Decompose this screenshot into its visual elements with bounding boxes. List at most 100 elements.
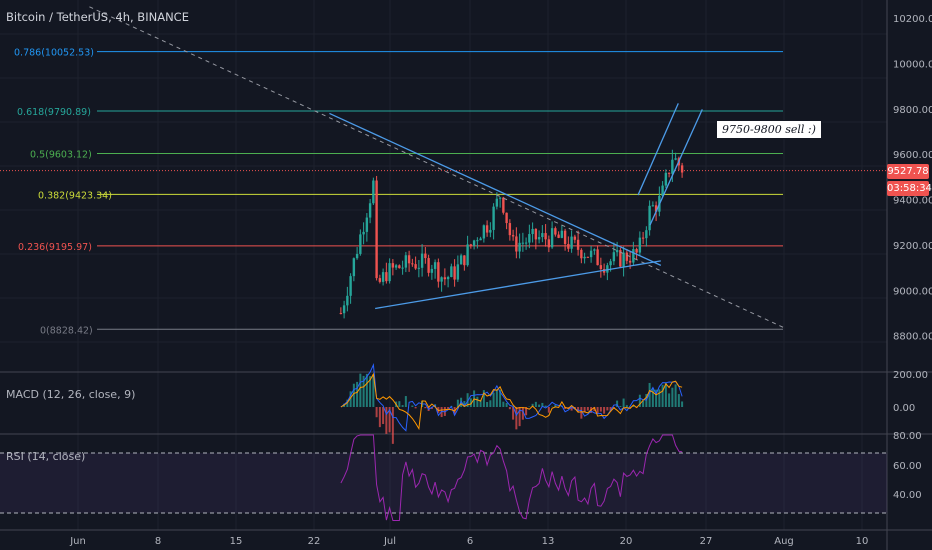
macd-bar bbox=[622, 398, 625, 407]
channel-upper-line bbox=[637, 103, 679, 196]
candle-body bbox=[404, 255, 408, 268]
macd-bar bbox=[499, 389, 502, 407]
candle-body bbox=[674, 158, 677, 160]
candle-body bbox=[583, 256, 586, 259]
macd-bar bbox=[404, 396, 407, 407]
macd-bar bbox=[648, 382, 651, 407]
macd-bar bbox=[469, 398, 472, 407]
candle-body bbox=[463, 255, 466, 266]
rsi-line bbox=[340, 434, 683, 521]
sell-annotation[interactable]: 9750-9800 sell :) bbox=[716, 120, 822, 139]
candle-body bbox=[440, 277, 443, 282]
candle-body bbox=[661, 185, 664, 196]
rsi-axis-tick: 60.00 bbox=[893, 461, 922, 472]
candle-body bbox=[531, 228, 534, 235]
macd-bar bbox=[508, 407, 511, 410]
candle-body bbox=[557, 234, 560, 238]
candle-body bbox=[472, 240, 476, 246]
macd-bar bbox=[632, 405, 635, 407]
candle-body bbox=[544, 233, 547, 240]
candle-body bbox=[446, 277, 450, 280]
candle-body bbox=[372, 180, 375, 204]
macd-histogram bbox=[343, 373, 684, 444]
candle-body bbox=[476, 240, 479, 242]
macd-line bbox=[340, 363, 683, 432]
macd-bar bbox=[541, 402, 544, 407]
macd-bar bbox=[577, 407, 580, 413]
candle-body bbox=[511, 235, 515, 237]
candle-body bbox=[593, 249, 596, 251]
candle-body bbox=[411, 263, 414, 265]
candle-body bbox=[515, 236, 518, 252]
candle-body bbox=[567, 243, 570, 249]
candle-body bbox=[456, 264, 460, 280]
macd-bar bbox=[655, 389, 658, 407]
macd-bar bbox=[593, 407, 596, 412]
candle-body bbox=[547, 239, 551, 248]
candle-body bbox=[391, 263, 395, 268]
candle-body bbox=[680, 165, 684, 173]
time-axis-tick: Aug bbox=[774, 536, 794, 547]
macd-bar bbox=[651, 388, 654, 407]
macd-label[interactable]: MACD (12, 26, close, 9) bbox=[6, 388, 136, 401]
candle-body bbox=[339, 313, 343, 315]
macd-bar bbox=[664, 382, 667, 407]
candle-body bbox=[560, 230, 564, 238]
macd-bar bbox=[586, 407, 589, 411]
candle-body bbox=[489, 229, 492, 233]
macd-bar bbox=[619, 405, 622, 407]
macd-bar bbox=[486, 401, 489, 407]
macd-bar bbox=[463, 401, 466, 407]
candle-body bbox=[573, 236, 577, 240]
candle-body bbox=[433, 262, 437, 269]
candle-body bbox=[388, 263, 391, 282]
fib-level-label: 0.236(9195.97) bbox=[18, 242, 92, 253]
candle-body bbox=[576, 239, 580, 250]
macd-bar bbox=[430, 407, 433, 410]
candle-body bbox=[443, 277, 447, 280]
time-axis-tick: 20 bbox=[620, 536, 633, 547]
candle-body bbox=[619, 250, 622, 267]
macd-axis-tick: 0.00 bbox=[893, 403, 915, 414]
candle-body bbox=[485, 225, 489, 233]
candle-body bbox=[359, 234, 362, 254]
rsi-band bbox=[0, 453, 887, 513]
macd-bar bbox=[658, 389, 661, 407]
macd-bar bbox=[492, 392, 495, 407]
time-axis-tick: 13 bbox=[542, 536, 555, 547]
candle-body bbox=[563, 230, 567, 244]
macd-bar bbox=[365, 373, 368, 407]
macd-bar bbox=[369, 376, 372, 407]
candle-body bbox=[349, 276, 352, 296]
candle-body bbox=[654, 205, 658, 212]
last-price-value: 9527.78 bbox=[887, 165, 929, 177]
macd-bar bbox=[378, 407, 381, 428]
candle-body bbox=[385, 272, 388, 282]
macd-bar bbox=[466, 393, 469, 407]
macd-bar bbox=[603, 407, 606, 414]
candle-body bbox=[346, 295, 349, 306]
candle-body bbox=[420, 253, 424, 268]
rsi-label[interactable]: RSI (14, close) bbox=[6, 450, 86, 463]
candle-body bbox=[424, 253, 427, 259]
macd-bar bbox=[625, 405, 628, 407]
macd-bar bbox=[674, 384, 677, 407]
candles-group bbox=[339, 149, 684, 319]
candle-body bbox=[482, 225, 486, 239]
macd-bar bbox=[372, 374, 375, 407]
price-axis-tick: 9600.00 bbox=[893, 150, 932, 161]
macd-bar bbox=[645, 394, 648, 407]
candle-body bbox=[570, 236, 573, 249]
time-axis-tick: 15 bbox=[230, 536, 243, 547]
time-axis-tick: Jul bbox=[383, 536, 396, 547]
candle-body bbox=[450, 266, 453, 278]
rsi-axis-tick: 80.00 bbox=[893, 431, 922, 442]
macd-bar bbox=[382, 407, 385, 425]
candle-body bbox=[667, 172, 671, 174]
macd-bar bbox=[580, 407, 583, 419]
macd-bar bbox=[515, 407, 518, 430]
macd-bar bbox=[518, 407, 521, 427]
candle-body bbox=[550, 228, 554, 248]
